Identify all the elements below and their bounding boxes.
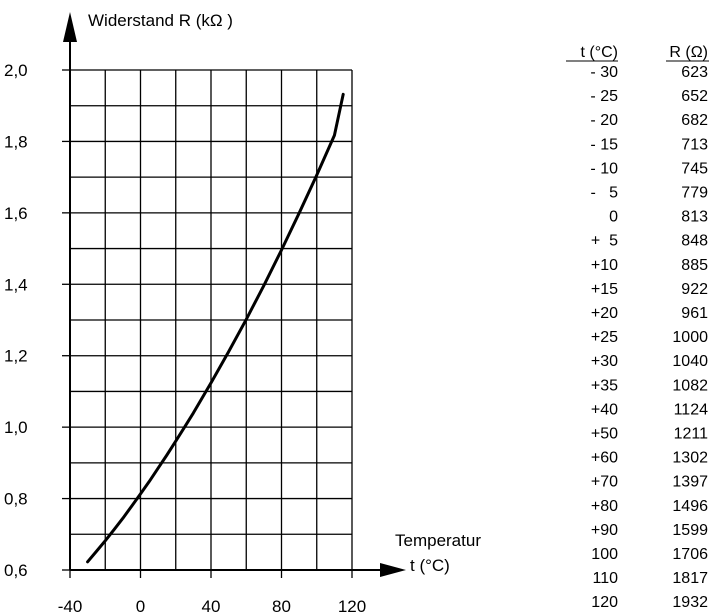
table-cell-temperature: - 10 [590,160,618,177]
table-cell-resistance: 1302 [672,450,708,467]
table-cell-resistance: 1706 [672,546,708,563]
table-cell-temperature: - 25 [590,88,618,105]
y-tick-label: 1,2 [4,347,28,366]
x-tick-label: -40 [58,597,83,615]
table-cell-resistance: 1932 [672,594,708,611]
table-cell-resistance: 745 [681,160,708,177]
table-cell-resistance: 885 [681,257,708,274]
table-cell-temperature: +60 [591,450,618,467]
table-cell-temperature: +20 [591,305,618,322]
table-cell-temperature: +40 [591,401,618,418]
table-cell-temperature: +70 [591,474,618,491]
x-axis-title-line1: Temperatur [395,531,481,550]
y-tick-label: 0,8 [4,490,28,509]
table-cell-temperature: 120 [591,594,618,611]
x-tick-labels: -40 0 40 80 120 [58,570,366,615]
table-cell-resistance: 779 [681,185,708,202]
y-tick-label: 1,8 [4,132,28,151]
table-cell-temperature: +50 [591,426,618,443]
table-cell-temperature: +30 [591,353,618,370]
table-cell-resistance: 1599 [672,522,708,539]
table-cell-temperature: - 20 [590,112,618,129]
table-cell-temperature: +10 [591,257,618,274]
axes [63,12,406,577]
table-cell-resistance: 1082 [672,377,708,394]
table-cell-temperature: 0 [609,209,618,226]
series-line [86,92,345,564]
table-cell-resistance: 961 [681,305,708,322]
x-tick-label: 40 [202,597,221,615]
table-cell-resistance: 1496 [672,498,708,515]
x-tick-label: 80 [272,597,291,615]
table-cell-resistance: 1817 [672,570,708,587]
table-header-resistance: R (Ω) [669,44,708,61]
table-cell-temperature: +15 [591,281,618,298]
table-cell-resistance: 1040 [672,353,708,370]
table-cell-temperature: - 5 [590,185,618,202]
table-cell-temperature: - 15 [590,136,618,153]
y-tick-label: 0,6 [4,561,28,580]
table-cell-resistance: 713 [681,136,708,153]
table-cell-temperature: 100 [591,546,618,563]
table-cell-resistance: 1397 [672,474,708,491]
table-cell-resistance: 1124 [674,401,709,418]
table-cell-temperature: 110 [592,570,618,587]
table-cell-temperature: +25 [591,329,618,346]
y-tick-label: 1,6 [4,204,28,223]
table-cell-temperature: +90 [591,522,618,539]
table-cell-temperature: +35 [591,377,618,394]
grid [69,69,353,571]
table-cell-resistance: 1000 [672,329,708,346]
table-cell-resistance: 682 [681,112,708,129]
series [86,92,345,564]
table-header-temperature: t (°C) [581,44,619,61]
table-cell-resistance: 623 [681,64,708,81]
y-tick-labels: 0,6 0,8 1,0 1,2 1,4 1,6 1,8 2,0 [4,61,70,580]
y-tick-label: 1,0 [4,418,28,437]
table-cell-resistance: 813 [681,209,708,226]
y-axis-title: Widerstand R (kΩ ) [88,11,233,30]
table-cell-temperature: + 5 [591,233,618,250]
table-cell-resistance: 652 [681,88,708,105]
data-table: t (°C) R (Ω) - 30 623 - 25 652 - 20 682 - 15 713 -… [566,44,709,611]
table-cell-temperature: +80 [591,498,618,515]
x-axis-arrow [380,563,406,577]
x-tick-label: 120 [338,597,366,615]
table-cell-temperature: - 30 [590,64,618,81]
x-tick-label: 0 [136,597,145,615]
table-cell-resistance: 1211 [674,426,709,443]
table-cell-resistance: 922 [681,281,708,298]
x-axis-title-line2: t (°C) [410,556,450,575]
table-cell-resistance: 848 [681,233,708,250]
y-axis-arrow [63,12,77,42]
y-tick-label: 1,4 [4,275,28,294]
y-tick-label: 2,0 [4,61,28,80]
